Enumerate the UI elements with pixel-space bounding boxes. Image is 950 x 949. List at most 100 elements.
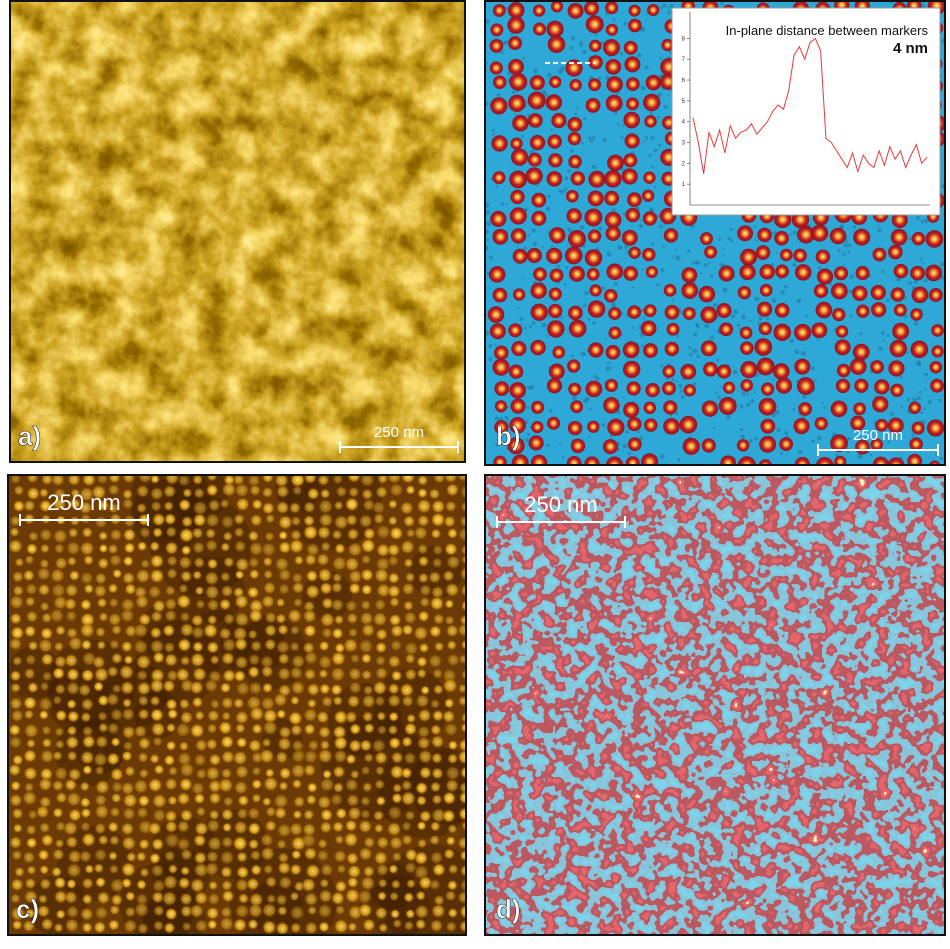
speckle <box>811 439 815 443</box>
speckle <box>911 433 915 437</box>
dot <box>816 268 834 285</box>
speckle <box>750 399 755 404</box>
dot <box>66 750 78 762</box>
dot <box>247 918 259 931</box>
dot <box>98 543 109 554</box>
dot <box>39 601 50 612</box>
speckle <box>857 454 863 459</box>
dot <box>303 891 319 907</box>
speckle <box>715 358 720 362</box>
dot <box>565 59 583 77</box>
dot <box>9 514 22 528</box>
speckle <box>494 416 499 421</box>
dot <box>275 484 290 499</box>
dot <box>149 695 161 707</box>
dot <box>193 792 206 805</box>
dot <box>929 360 943 374</box>
dot <box>287 608 303 624</box>
dot <box>289 641 301 653</box>
speckle <box>580 352 586 357</box>
speckle <box>859 331 863 336</box>
speckle <box>689 352 693 357</box>
speckle <box>648 153 653 158</box>
dot <box>431 557 443 569</box>
dot <box>181 921 192 932</box>
dot <box>8 594 25 610</box>
dot <box>55 709 68 722</box>
dot <box>390 669 403 682</box>
dot <box>35 804 50 819</box>
dot <box>249 484 262 497</box>
dot <box>344 887 361 904</box>
speckle <box>605 12 609 16</box>
speckle <box>740 434 745 439</box>
dot <box>110 624 123 636</box>
dot <box>246 806 261 821</box>
dot <box>835 378 851 394</box>
speckle <box>906 397 911 402</box>
speckle <box>620 136 624 140</box>
dot <box>361 710 374 723</box>
dot <box>8 763 22 777</box>
speckle <box>653 185 657 189</box>
dot <box>65 862 82 879</box>
dot <box>374 655 387 667</box>
dot <box>587 420 600 433</box>
speckle <box>506 419 510 422</box>
dot <box>166 708 179 720</box>
dot <box>681 267 698 283</box>
dot <box>399 539 416 555</box>
dot <box>136 540 148 552</box>
dot <box>178 555 193 570</box>
dot <box>494 381 510 397</box>
dot <box>305 794 317 806</box>
speckle <box>890 411 895 416</box>
dot <box>79 513 92 525</box>
speckle <box>848 289 853 294</box>
dot <box>153 763 165 776</box>
dot <box>235 865 250 880</box>
dot <box>445 482 460 497</box>
dot <box>83 583 95 595</box>
dot <box>273 793 290 810</box>
dot <box>207 498 221 512</box>
dot <box>414 918 427 931</box>
dot <box>357 889 373 905</box>
dot <box>334 642 346 654</box>
dot <box>274 556 290 572</box>
dot <box>37 776 53 792</box>
dot <box>401 623 414 637</box>
dot <box>219 849 235 866</box>
dot <box>700 340 717 357</box>
dot <box>333 849 348 864</box>
dot <box>22 695 38 711</box>
dot <box>217 777 234 794</box>
dot <box>586 267 600 281</box>
speckle <box>497 440 501 444</box>
dot <box>12 499 26 513</box>
dot <box>344 777 359 793</box>
scale-label: 250 nm <box>374 424 424 441</box>
dot <box>461 820 466 832</box>
dot <box>233 611 250 628</box>
dot <box>234 569 245 580</box>
dot <box>431 793 443 806</box>
dot <box>720 455 736 465</box>
dot <box>191 526 204 540</box>
dot <box>27 530 39 542</box>
dot <box>54 624 67 636</box>
dot <box>54 838 65 849</box>
dot <box>625 456 640 465</box>
speckle <box>643 317 646 320</box>
speckle <box>521 56 525 60</box>
dot <box>175 721 192 738</box>
dot <box>165 740 177 752</box>
dot <box>64 778 78 792</box>
dot <box>21 790 38 806</box>
dot <box>645 265 658 278</box>
dot <box>65 735 80 750</box>
dot <box>178 777 194 792</box>
dot <box>757 227 772 243</box>
dot <box>51 866 63 878</box>
speckle <box>869 306 872 309</box>
